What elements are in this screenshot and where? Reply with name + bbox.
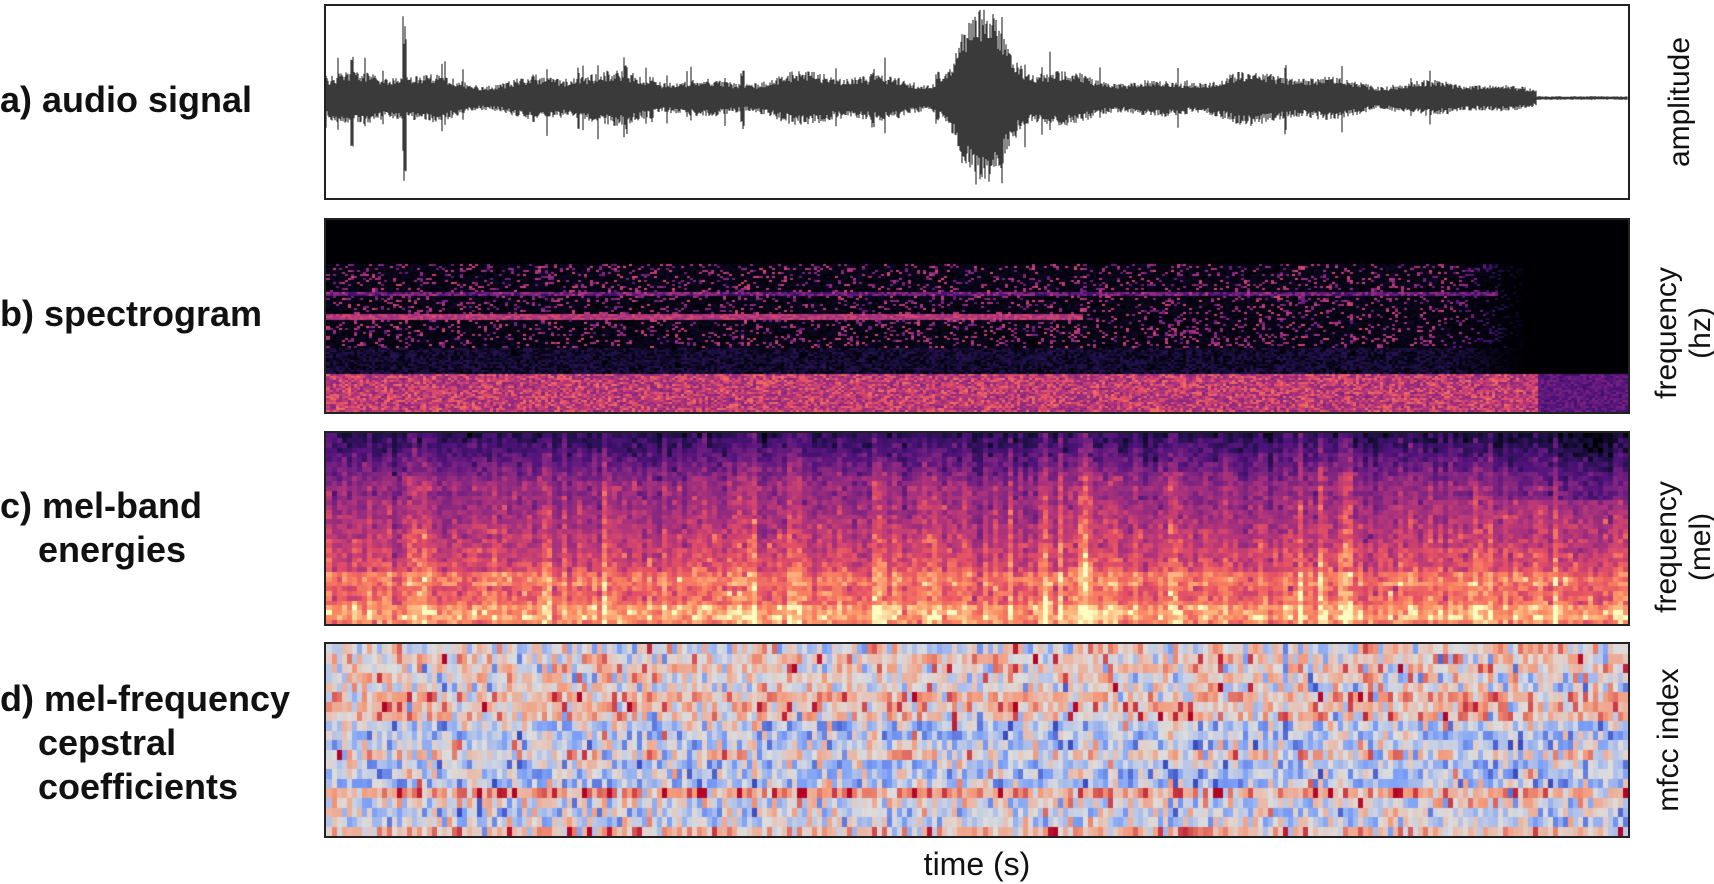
panel-d-title-line2: cepstral	[38, 722, 177, 763]
spectrogram-canvas	[326, 220, 1628, 412]
mel-band-plot	[324, 431, 1630, 626]
panel-d-title-line3: coefficients	[38, 766, 239, 807]
ylabel-mfcc-index-text: mfcc index	[1652, 668, 1685, 812]
spectrogram-plot	[324, 218, 1630, 414]
ylabel-amplitude: amplitude	[1663, 12, 1697, 192]
waveform-svg	[326, 9, 1628, 185]
panel-d-title-line1: d) mel-frequency	[0, 678, 291, 719]
ylabel-frequency-hz: frequency (hz)	[1616, 238, 1714, 428]
waveform-plot	[324, 4, 1630, 200]
panel-c-title-line1: c) mel-band	[0, 485, 203, 526]
panel-d-label: d) mel-frequency cepstral coefficients	[0, 677, 290, 809]
ylabel-mfcc-index: mfcc index	[1652, 645, 1686, 835]
mfcc-canvas	[326, 644, 1628, 836]
mfcc-plot	[324, 642, 1630, 838]
ylabel-frequency-hz-text: frequency (hz)	[1650, 267, 1714, 399]
panel-a-label: a) audio signal	[0, 78, 252, 122]
mel-band-canvas	[326, 433, 1628, 624]
panel-b-title: b) spectrogram	[0, 293, 263, 334]
panel-a-title: a) audio signal	[0, 79, 253, 120]
panel-c-title-line2: energies	[38, 529, 187, 570]
ylabel-amplitude-text: amplitude	[1663, 36, 1696, 168]
ylabel-frequency-mel-text: frequency (mel)	[1650, 481, 1714, 613]
waveform-trace	[326, 9, 1628, 185]
panel-b-label: b) spectrogram	[0, 292, 262, 336]
panel-c-label: c) mel-band energies	[0, 484, 202, 572]
ylabel-frequency-mel: frequency (mel)	[1616, 452, 1714, 642]
x-axis-label: time (s)	[923, 846, 1031, 882]
